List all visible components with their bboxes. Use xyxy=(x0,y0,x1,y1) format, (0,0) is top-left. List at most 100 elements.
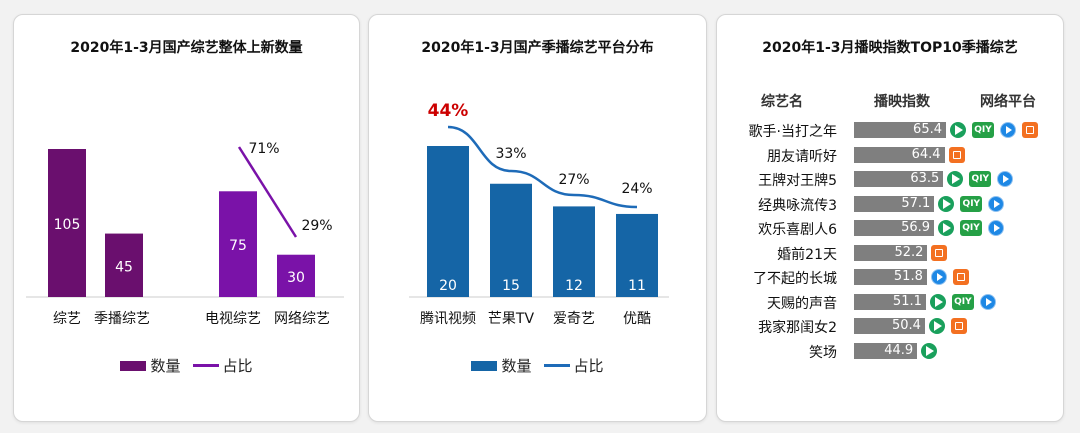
bar-2 xyxy=(553,206,595,297)
youku-icon xyxy=(988,220,1005,236)
x-tick-label: 季播综艺 xyxy=(94,311,150,327)
tencent-icon xyxy=(929,293,946,310)
index-bar xyxy=(854,318,925,334)
legend-item-share: 占比 xyxy=(192,355,253,376)
share-line xyxy=(237,146,298,238)
chart-panel-platforms: 2020年1-3月国产季播综艺平台分布 20 腾讯视频 15 芒果TV 12 爱奇艺 11 优… xyxy=(368,14,707,422)
index-value: 51.1 xyxy=(892,293,922,309)
index-value: 51.8 xyxy=(893,269,923,284)
x-tick-label: 优酷 xyxy=(623,311,651,327)
bar-3 xyxy=(277,254,315,297)
bar-value-label: 30 xyxy=(287,270,305,286)
iqiyi-icon: QIY xyxy=(960,220,983,236)
row-name: 欢乐喜剧人6 xyxy=(758,222,837,238)
bar-chart-platforms: 20 腾讯视频 15 芒果TV 12 爱奇艺 11 优酷 44% 33% 27% 24% xyxy=(409,101,669,327)
bar-3 xyxy=(616,213,658,297)
chart-panel-overall: 2020年1-3月国产综艺整体上新数量 105 综艺 45 季播综艺 75 电视综艺 30 网… xyxy=(13,14,360,422)
line-label: 27% xyxy=(558,172,589,188)
chart-title: 2020年1-3月国产季播综艺平台分布 xyxy=(421,40,654,56)
chart-panel-top10: 2020年1-3月播映指数TOP10季播综艺 综艺名 播映指数 网络平台 歌手·… xyxy=(716,14,1064,422)
share-line xyxy=(447,125,638,209)
row-name: 王牌对王牌5 xyxy=(758,173,837,189)
youku-icon xyxy=(979,293,996,310)
mango-icon xyxy=(948,146,965,163)
bar-value-label: 105 xyxy=(54,217,81,233)
legend-item-share: 占比 xyxy=(543,355,604,376)
tencent-icon xyxy=(947,171,964,187)
index-value: 56.9 xyxy=(901,220,931,235)
index-bar xyxy=(854,293,926,310)
bar-value-label: 75 xyxy=(229,238,247,254)
youku-icon xyxy=(930,269,947,285)
legend-swatch-icon xyxy=(471,360,498,371)
bar-1 xyxy=(490,183,532,297)
youku-icon xyxy=(1000,122,1016,138)
column-header-platform: 网络平台 xyxy=(980,94,1036,110)
tencent-icon xyxy=(950,122,966,138)
x-tick-label: 网络综艺 xyxy=(274,311,330,327)
tencent-icon xyxy=(938,195,955,212)
iqiyi-icon: QIY xyxy=(960,195,983,212)
row-name: 我家那闺女2 xyxy=(758,320,837,336)
chart-title: 2020年1-3月播映指数TOP10季播综艺 xyxy=(762,40,1018,56)
x-tick-label: 腾讯视频 xyxy=(420,310,476,327)
iqiyi-icon: QIY xyxy=(969,171,992,187)
row-name: 歌手·当打之年 xyxy=(748,124,837,140)
row-name: 朋友请听好 xyxy=(767,148,837,165)
index-value: 52.2 xyxy=(894,244,924,260)
bar-chart-overall: 105 综艺 45 季播综艺 75 电视综艺 30 网络综艺 71% 29% xyxy=(26,141,344,327)
bar-value-label: 20 xyxy=(439,278,457,294)
bar-value-label: 12 xyxy=(565,278,583,294)
bar-0 xyxy=(48,149,86,297)
line-label: 33% xyxy=(495,146,526,162)
legend-swatch-icon xyxy=(120,360,147,371)
legend: 数量 占比 xyxy=(14,355,359,376)
youku-icon xyxy=(988,195,1005,212)
legend-item-count: 数量 xyxy=(471,355,532,376)
bar-value-label: 15 xyxy=(502,278,520,294)
row-name: 天赐的声音 xyxy=(767,295,837,312)
line-label: 29% xyxy=(301,218,332,234)
mango-icon xyxy=(952,269,969,285)
youku-icon xyxy=(997,171,1014,187)
bar-value-label: 45 xyxy=(115,259,133,275)
row-name: 婚前21天 xyxy=(777,246,837,263)
iqiyi-icon: QIY xyxy=(951,293,974,310)
index-bar xyxy=(854,146,945,163)
index-bar xyxy=(854,342,918,359)
bar-1 xyxy=(105,233,143,297)
x-tick-label: 电视综艺 xyxy=(205,311,261,327)
line-label: 71% xyxy=(248,141,279,157)
index-value: 64.4 xyxy=(911,146,941,162)
tencent-icon xyxy=(928,318,945,334)
legend-line-icon xyxy=(192,364,219,367)
bar-2 xyxy=(219,191,257,297)
index-bar xyxy=(854,269,927,285)
x-tick-label: 综艺 xyxy=(53,311,81,327)
index-value: 65.4 xyxy=(913,122,942,137)
x-tick-label: 芒果TV xyxy=(488,311,535,327)
column-header-index: 播映指数 xyxy=(874,94,930,110)
bar-value-label: 11 xyxy=(628,278,646,294)
x-tick-label: 爱奇艺 xyxy=(553,310,595,327)
row-name: 笑场 xyxy=(809,344,837,361)
mango-icon xyxy=(1022,122,1038,138)
index-bar xyxy=(854,220,935,236)
index-value: 57.1 xyxy=(901,195,931,211)
column-header-name: 综艺名 xyxy=(761,94,803,110)
index-bar xyxy=(854,195,935,212)
legend-item-count: 数量 xyxy=(120,355,181,376)
index-value: 44.9 xyxy=(884,342,914,358)
iqiyi-icon: QIY xyxy=(972,122,994,138)
bar-0 xyxy=(427,146,469,297)
index-value: 63.5 xyxy=(910,171,940,186)
row-name: 经典咏流传3 xyxy=(758,197,837,214)
index-bar xyxy=(854,122,946,138)
line-label: 24% xyxy=(621,181,652,197)
legend-line-icon xyxy=(543,364,570,367)
index-bar xyxy=(854,244,928,261)
mango-icon xyxy=(950,318,967,334)
mango-icon xyxy=(931,244,948,261)
index-value: 50.4 xyxy=(891,318,921,333)
tencent-icon xyxy=(938,220,955,236)
